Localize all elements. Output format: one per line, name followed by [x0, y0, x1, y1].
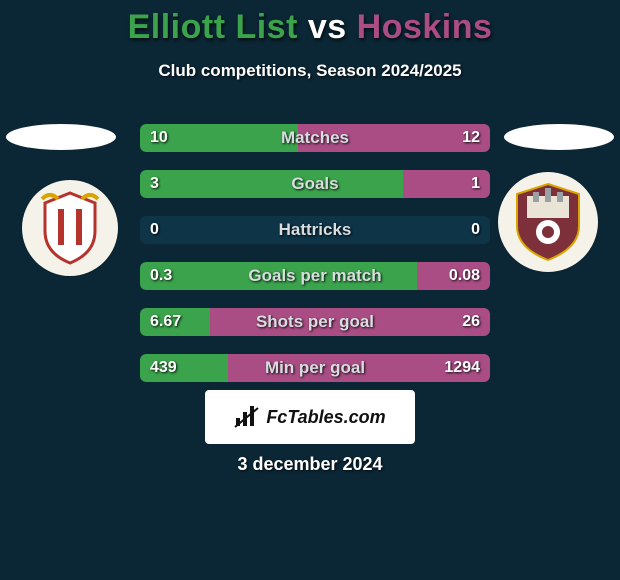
comparison-card: Elliott List vs Hoskins Club competition…: [0, 0, 620, 580]
stat-right-value: 12: [452, 124, 490, 152]
stat-right-value: 0: [461, 216, 490, 244]
stat-left-value: 0.3: [140, 262, 182, 290]
stat-label: Matches: [140, 124, 490, 152]
stat-row: Goals per match0.3 0.08: [140, 262, 490, 290]
source-site: FcTables.com: [266, 407, 385, 428]
stat-row: Matches10 12: [140, 124, 490, 152]
shield-icon: [40, 191, 100, 265]
player2-name: Hoskins: [357, 8, 493, 46]
stat-row: Hattricks0 0: [140, 216, 490, 244]
bar-chart-icon: [234, 404, 260, 430]
stats-bars: Matches10 12 Goals3 1 Hattricks0 0 Goals per m…: [140, 124, 490, 400]
vs-text: vs: [298, 8, 357, 46]
stat-label: Goals: [140, 170, 490, 198]
player1-color-oval: [6, 124, 116, 150]
stat-left-value: 3: [140, 170, 169, 198]
stat-row: Goals3 1: [140, 170, 490, 198]
stat-right-value: 26: [452, 308, 490, 336]
stat-left-value: 439: [140, 354, 187, 382]
player1-name: Elliott List: [128, 8, 298, 46]
player1-club-crest: [22, 180, 118, 276]
stat-row: Min per goal4391294: [140, 354, 490, 382]
stat-label: Goals per match: [140, 262, 490, 290]
stat-left-value: 10: [140, 124, 178, 152]
shield-icon: [513, 182, 583, 262]
stat-row: Shots per goal6.67 26: [140, 308, 490, 336]
date-text: 3 december 2024: [0, 454, 620, 475]
stat-left-value: 0: [140, 216, 169, 244]
stat-right-value: 1294: [434, 354, 490, 382]
stat-left-value: 6.67: [140, 308, 191, 336]
player2-color-oval: [504, 124, 614, 150]
player2-club-crest: [498, 172, 598, 272]
source-badge: FcTables.com: [205, 390, 415, 444]
stat-right-value: 0.08: [439, 262, 490, 290]
stat-right-value: 1: [461, 170, 490, 198]
stat-label: Hattricks: [140, 216, 490, 244]
stat-label: Shots per goal: [140, 308, 490, 336]
subtitle: Club competitions, Season 2024/2025: [0, 61, 620, 81]
page-title: Elliott List vs Hoskins: [0, 0, 620, 47]
